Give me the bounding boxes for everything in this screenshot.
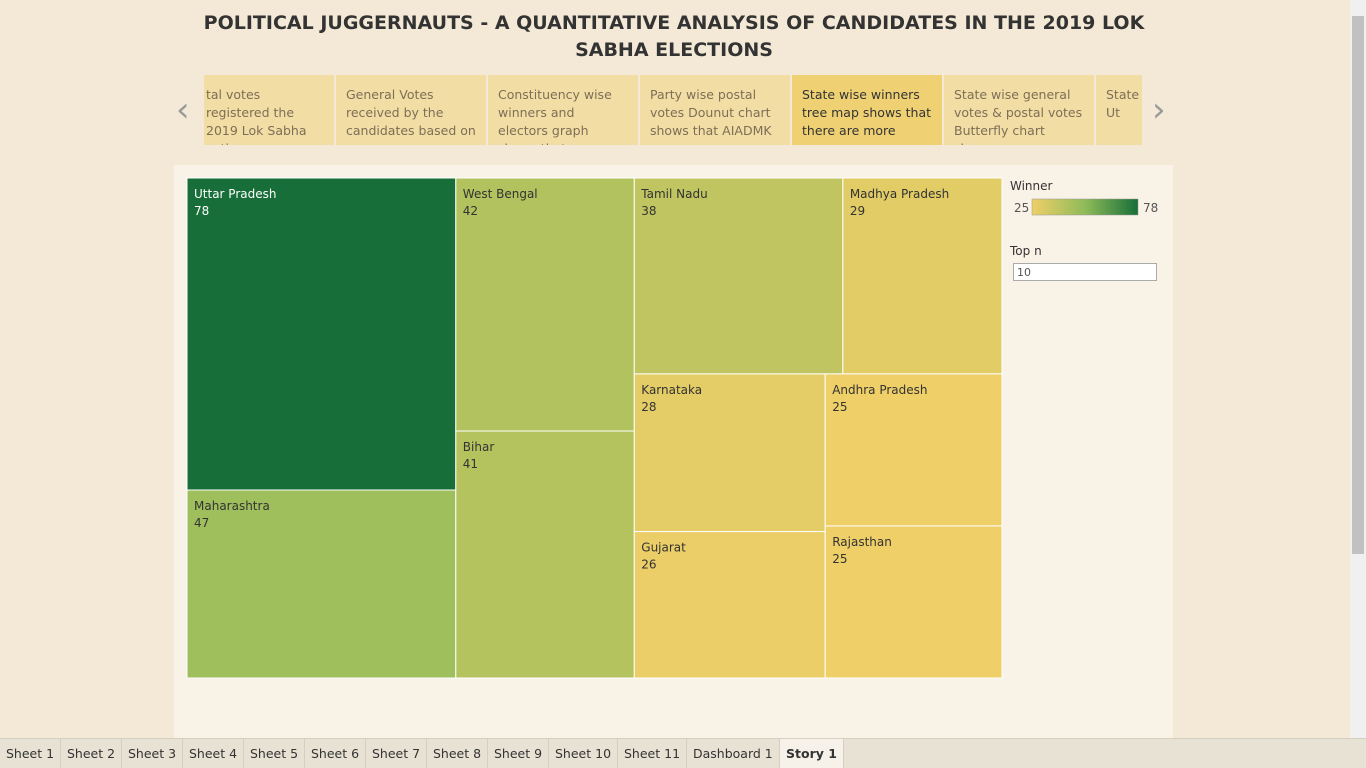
treemap-cell xyxy=(186,489,457,679)
next-arrow[interactable]: › xyxy=(1152,90,1166,130)
sheet-tab[interactable]: Sheet 9 xyxy=(488,739,550,768)
sheet-tab[interactable]: Sheet 2 xyxy=(61,739,123,768)
cell-label: Uttar Pradesh xyxy=(194,187,276,201)
sheet-tab[interactable]: Sheet 7 xyxy=(366,739,428,768)
treemap-cell xyxy=(824,373,1003,527)
cell-value: 38 xyxy=(641,204,656,218)
cell-label: Tamil Nadu xyxy=(640,187,707,201)
treemap-cell xyxy=(633,531,826,679)
cell-label: Rajasthan xyxy=(832,535,892,549)
sheet-tab[interactable]: Sheet 10 xyxy=(549,739,619,768)
top-n-input[interactable]: 10 xyxy=(1013,263,1157,281)
treemap-cell xyxy=(186,177,457,491)
legend-title: Winner xyxy=(1010,179,1053,193)
cell-value: 42 xyxy=(463,204,478,218)
sheet-tab[interactable]: Sheet 3 xyxy=(122,739,184,768)
cell-value: 28 xyxy=(641,400,656,414)
sheet-tab[interactable]: Sheet 11 xyxy=(618,739,688,768)
treemap-cell xyxy=(633,177,844,375)
story-point[interactable]: Party wise postal votes Dounut chart sho… xyxy=(640,75,790,145)
scroll-thumb[interactable] xyxy=(1352,16,1364,554)
story-point[interactable]: State wise general votes & postal votes … xyxy=(944,75,1094,145)
treemap-cell xyxy=(455,430,635,679)
cell-value: 25 xyxy=(832,400,847,414)
cell-label: Gujarat xyxy=(641,541,686,555)
cell-label: Bihar xyxy=(463,440,495,454)
cell-value: 78 xyxy=(194,204,209,218)
treemap-cell xyxy=(633,373,826,533)
treemap-cell xyxy=(824,525,1003,679)
cell-value: 41 xyxy=(463,457,478,471)
story-point[interactable]: tal votes registered the 2019 Lok Sabha … xyxy=(204,75,334,145)
scrollbar[interactable] xyxy=(1350,0,1366,738)
cell-value: 25 xyxy=(832,552,847,566)
sheet-tab[interactable]: Sheet 4 xyxy=(183,739,245,768)
cell-label: Andhra Pradesh xyxy=(832,383,927,397)
cell-label: Madhya Pradesh xyxy=(850,187,949,201)
story-title: POLITICAL JUGGERNAUTS - A QUANTITATIVE A… xyxy=(203,12,1145,61)
cell-value: 29 xyxy=(850,204,865,218)
sheet-tab[interactable]: Sheet 8 xyxy=(427,739,489,768)
sheet-tab[interactable]: Sheet 5 xyxy=(244,739,306,768)
story-point[interactable]: State wise winners tree map shows that t… xyxy=(792,75,942,145)
story-point[interactable]: State w cases & that Ut xyxy=(1096,75,1142,145)
tab-bar: Sheet 1 Sheet 2 Sheet 3 Sheet 4 Sheet 5 Sheet… xyxy=(0,738,1366,768)
legend-gradient xyxy=(1031,198,1139,216)
prev-arrow[interactable]: ‹ xyxy=(176,90,190,130)
legend-min: 25 xyxy=(1014,201,1029,215)
cell-value: 26 xyxy=(641,558,656,572)
sheet-tab[interactable]: Sheet 1 xyxy=(0,739,62,768)
sheet-tab[interactable]: Dashboard 1 xyxy=(687,739,780,768)
treemap-cell xyxy=(842,177,1003,375)
story-navigator: tal votes registered the 2019 Lok Sabha … xyxy=(204,75,1142,145)
story-point[interactable]: Constituency wise winners and electors g… xyxy=(488,75,638,145)
filter-label: Top n xyxy=(1009,244,1042,258)
legend-max: 78 xyxy=(1143,201,1158,215)
cell-label: Maharashtra xyxy=(194,499,270,513)
treemap-cell xyxy=(455,177,635,432)
cell-label: West Bengal xyxy=(463,187,538,201)
sheet-tab[interactable]: Story 1 xyxy=(780,739,844,768)
cell-value: 47 xyxy=(194,516,209,530)
sheet-tab[interactable]: Sheet 6 xyxy=(305,739,367,768)
cell-label: Karnataka xyxy=(641,383,702,397)
story-point[interactable]: General Votes received by the candidates… xyxy=(336,75,486,145)
treemap: Uttar Pradesh 78 Maharashtra 47 West Bengal 4… xyxy=(186,177,1158,679)
